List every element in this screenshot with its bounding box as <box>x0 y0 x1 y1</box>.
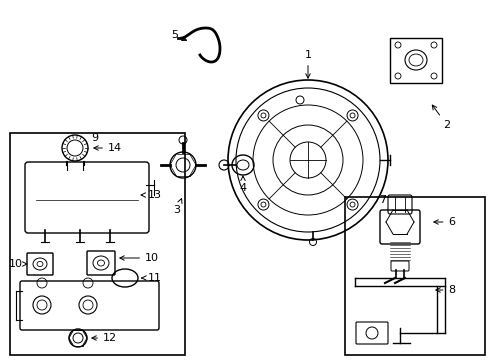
Text: 5: 5 <box>171 30 186 40</box>
Text: 8: 8 <box>435 285 455 295</box>
Text: 9: 9 <box>91 133 99 143</box>
Text: 3: 3 <box>173 199 182 215</box>
Text: 10: 10 <box>9 259 27 269</box>
Text: 2: 2 <box>431 105 449 130</box>
Bar <box>10 133 184 355</box>
Text: 14: 14 <box>94 143 122 153</box>
Text: 7: 7 <box>379 195 386 205</box>
Text: 12: 12 <box>92 333 117 343</box>
Text: 10: 10 <box>120 253 159 263</box>
Text: 4: 4 <box>239 176 246 193</box>
Text: 6: 6 <box>433 217 454 227</box>
Bar <box>345 197 484 355</box>
Text: 1: 1 <box>304 50 311 78</box>
Text: 13: 13 <box>141 190 162 200</box>
Text: 11: 11 <box>142 273 162 283</box>
